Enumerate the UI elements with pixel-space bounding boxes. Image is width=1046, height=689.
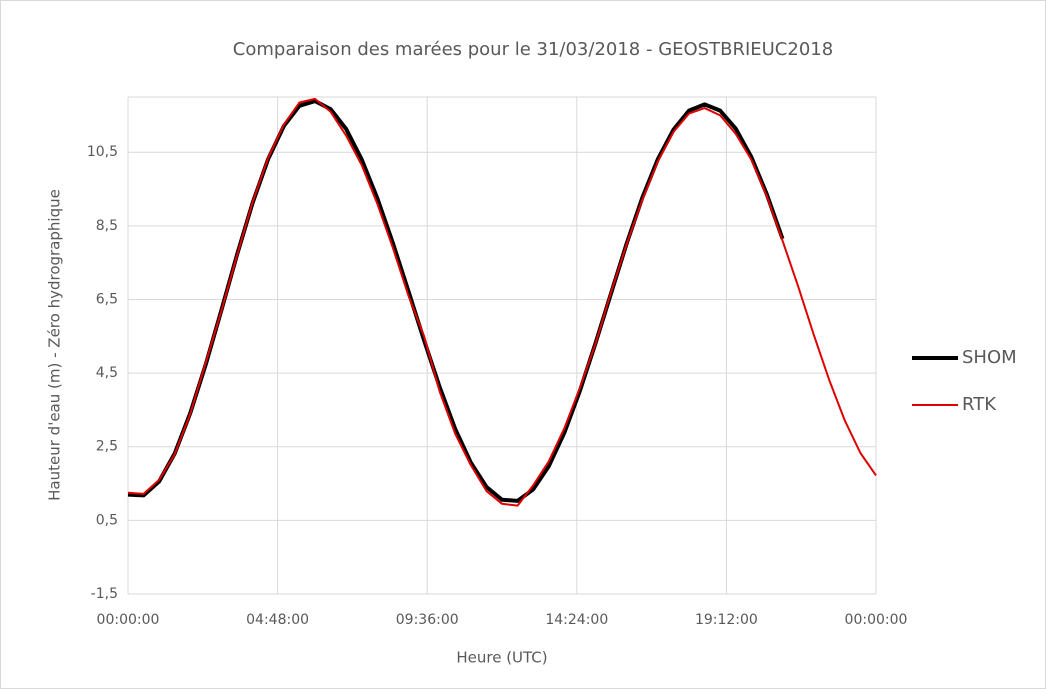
x-tick-label: 00:00:00 <box>97 612 160 628</box>
chart-title: Comparaison des marées pour le 31/03/201… <box>233 39 833 60</box>
y-tick-label: 6,5 <box>96 291 118 307</box>
x-axis-label: Heure (UTC) <box>456 649 547 667</box>
y-tick-label: 2,5 <box>96 439 118 455</box>
x-tick-label: 00:00:00 <box>845 612 908 628</box>
y-tick-label: 10,5 <box>87 144 118 160</box>
x-tick-label: 14:24:00 <box>545 612 608 628</box>
series-line <box>127 97 877 507</box>
legend-label: SHOM <box>962 347 1017 368</box>
x-tick-label: 09:36:00 <box>396 612 459 628</box>
y-tick-label: 0,5 <box>96 512 118 528</box>
x-tick-label: 04:48:00 <box>246 612 309 628</box>
legend-label: RTK <box>962 394 997 415</box>
x-tick-label: 19:12:00 <box>695 612 758 628</box>
y-axis-label: Hauteur d'eau (m) - Zéro hydrographique <box>46 189 64 501</box>
y-tick-label: 4,5 <box>96 365 118 381</box>
y-tick-label: -1,5 <box>91 586 118 602</box>
y-tick-label: 8,5 <box>96 218 118 234</box>
